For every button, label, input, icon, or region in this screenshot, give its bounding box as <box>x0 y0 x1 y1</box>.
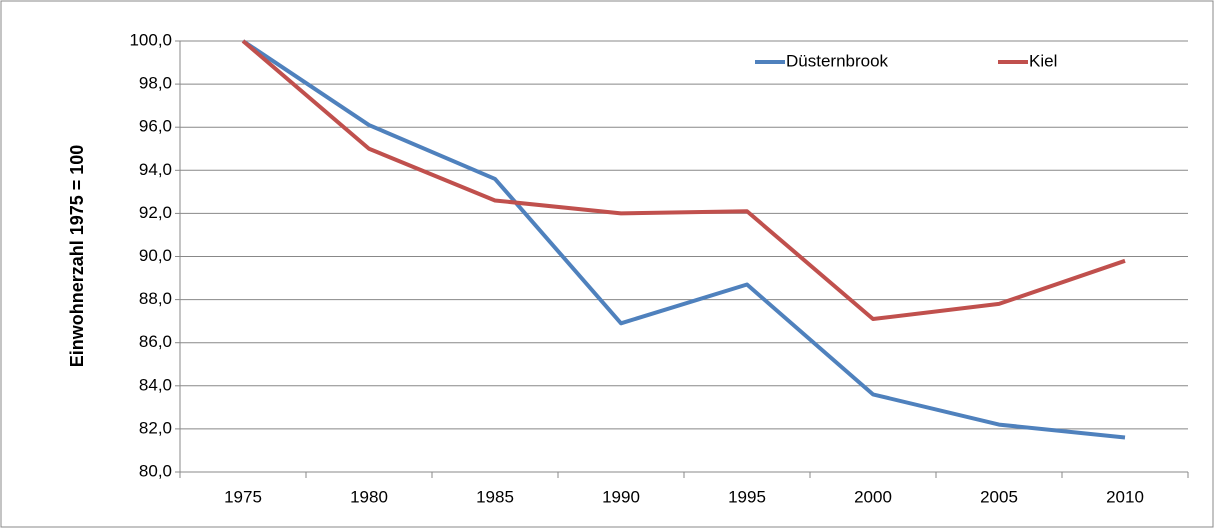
y-tick-label: 94,0 <box>139 160 172 179</box>
x-tick-label: 1990 <box>602 487 640 506</box>
x-tick-label: 1995 <box>728 487 766 506</box>
y-tick-label: 84,0 <box>139 375 172 394</box>
x-tick-label: 2005 <box>980 487 1018 506</box>
x-tick-label: 2000 <box>854 487 892 506</box>
line-series <box>241 39 1126 440</box>
legend-label: Düsternbrook <box>786 51 889 70</box>
x-tick-label: 1975 <box>224 487 262 506</box>
y-tick-label: 82,0 <box>139 418 172 437</box>
y-tick-label: 90,0 <box>139 246 172 265</box>
y-axis-label: Einwohnerzahl 1975 = 100 <box>67 145 87 368</box>
y-tick-label: 92,0 <box>139 203 172 222</box>
x-tick-label: 1985 <box>476 487 514 506</box>
y-tick-label: 80,0 <box>139 461 172 480</box>
y-tick-label: 100,0 <box>129 30 172 49</box>
x-tick-label: 2010 <box>1106 487 1144 506</box>
y-tick-label: 98,0 <box>139 74 172 93</box>
legend-label: Kiel <box>1029 51 1057 70</box>
x-tick-label: 1980 <box>350 487 388 506</box>
y-tick-label: 96,0 <box>139 117 172 136</box>
y-tick-label: 86,0 <box>139 332 172 351</box>
line-series <box>241 39 1126 321</box>
y-tick-label: 88,0 <box>139 289 172 308</box>
